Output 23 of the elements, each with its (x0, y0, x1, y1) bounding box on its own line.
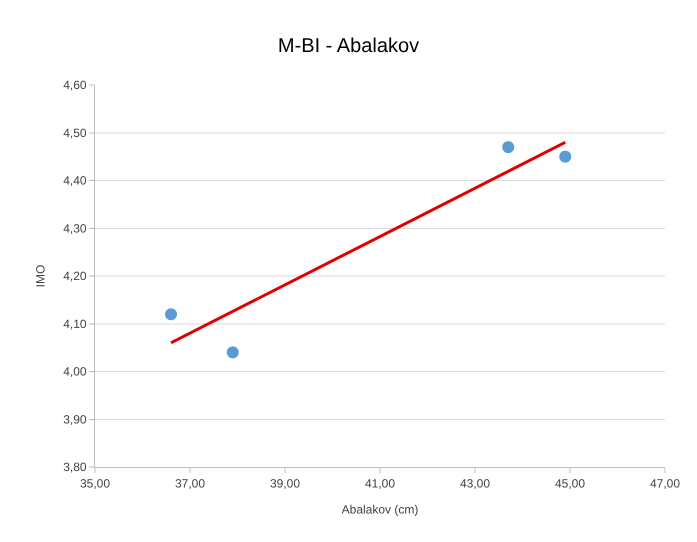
y-tick-label: 4,50 (63, 126, 87, 140)
point (226, 346, 239, 358)
y-tick-label: 4,30 (63, 221, 87, 236)
chart-title: M-BI - Abalakov (278, 34, 420, 57)
x-tick-label: 43,00 (460, 476, 490, 490)
y-tick-label: 3,80 (63, 460, 87, 474)
x-tick-label: 35,00 (80, 476, 110, 490)
x-tick-label: 47,00 (650, 476, 680, 490)
x-tick-label: 39,00 (270, 476, 300, 490)
y-axis-title: IMO (34, 264, 48, 288)
x-axis-title: Abalakov (cm) (342, 502, 418, 516)
x-tick-label: 45,00 (554, 476, 586, 490)
x-tick-label: 41,00 (364, 476, 396, 490)
x-tick-label: 37,00 (174, 476, 206, 490)
y-tick-label: 3,90 (63, 412, 87, 426)
y-tick-label: 4,20 (63, 269, 87, 284)
y-tick-label: 4,40 (63, 174, 87, 188)
point (502, 141, 514, 154)
y-tick-label: 4,10 (63, 316, 87, 331)
point (165, 308, 177, 320)
y-tick-label: 4,60 (63, 78, 87, 92)
y-tick-label: 4,00 (63, 364, 87, 379)
point (559, 150, 572, 163)
